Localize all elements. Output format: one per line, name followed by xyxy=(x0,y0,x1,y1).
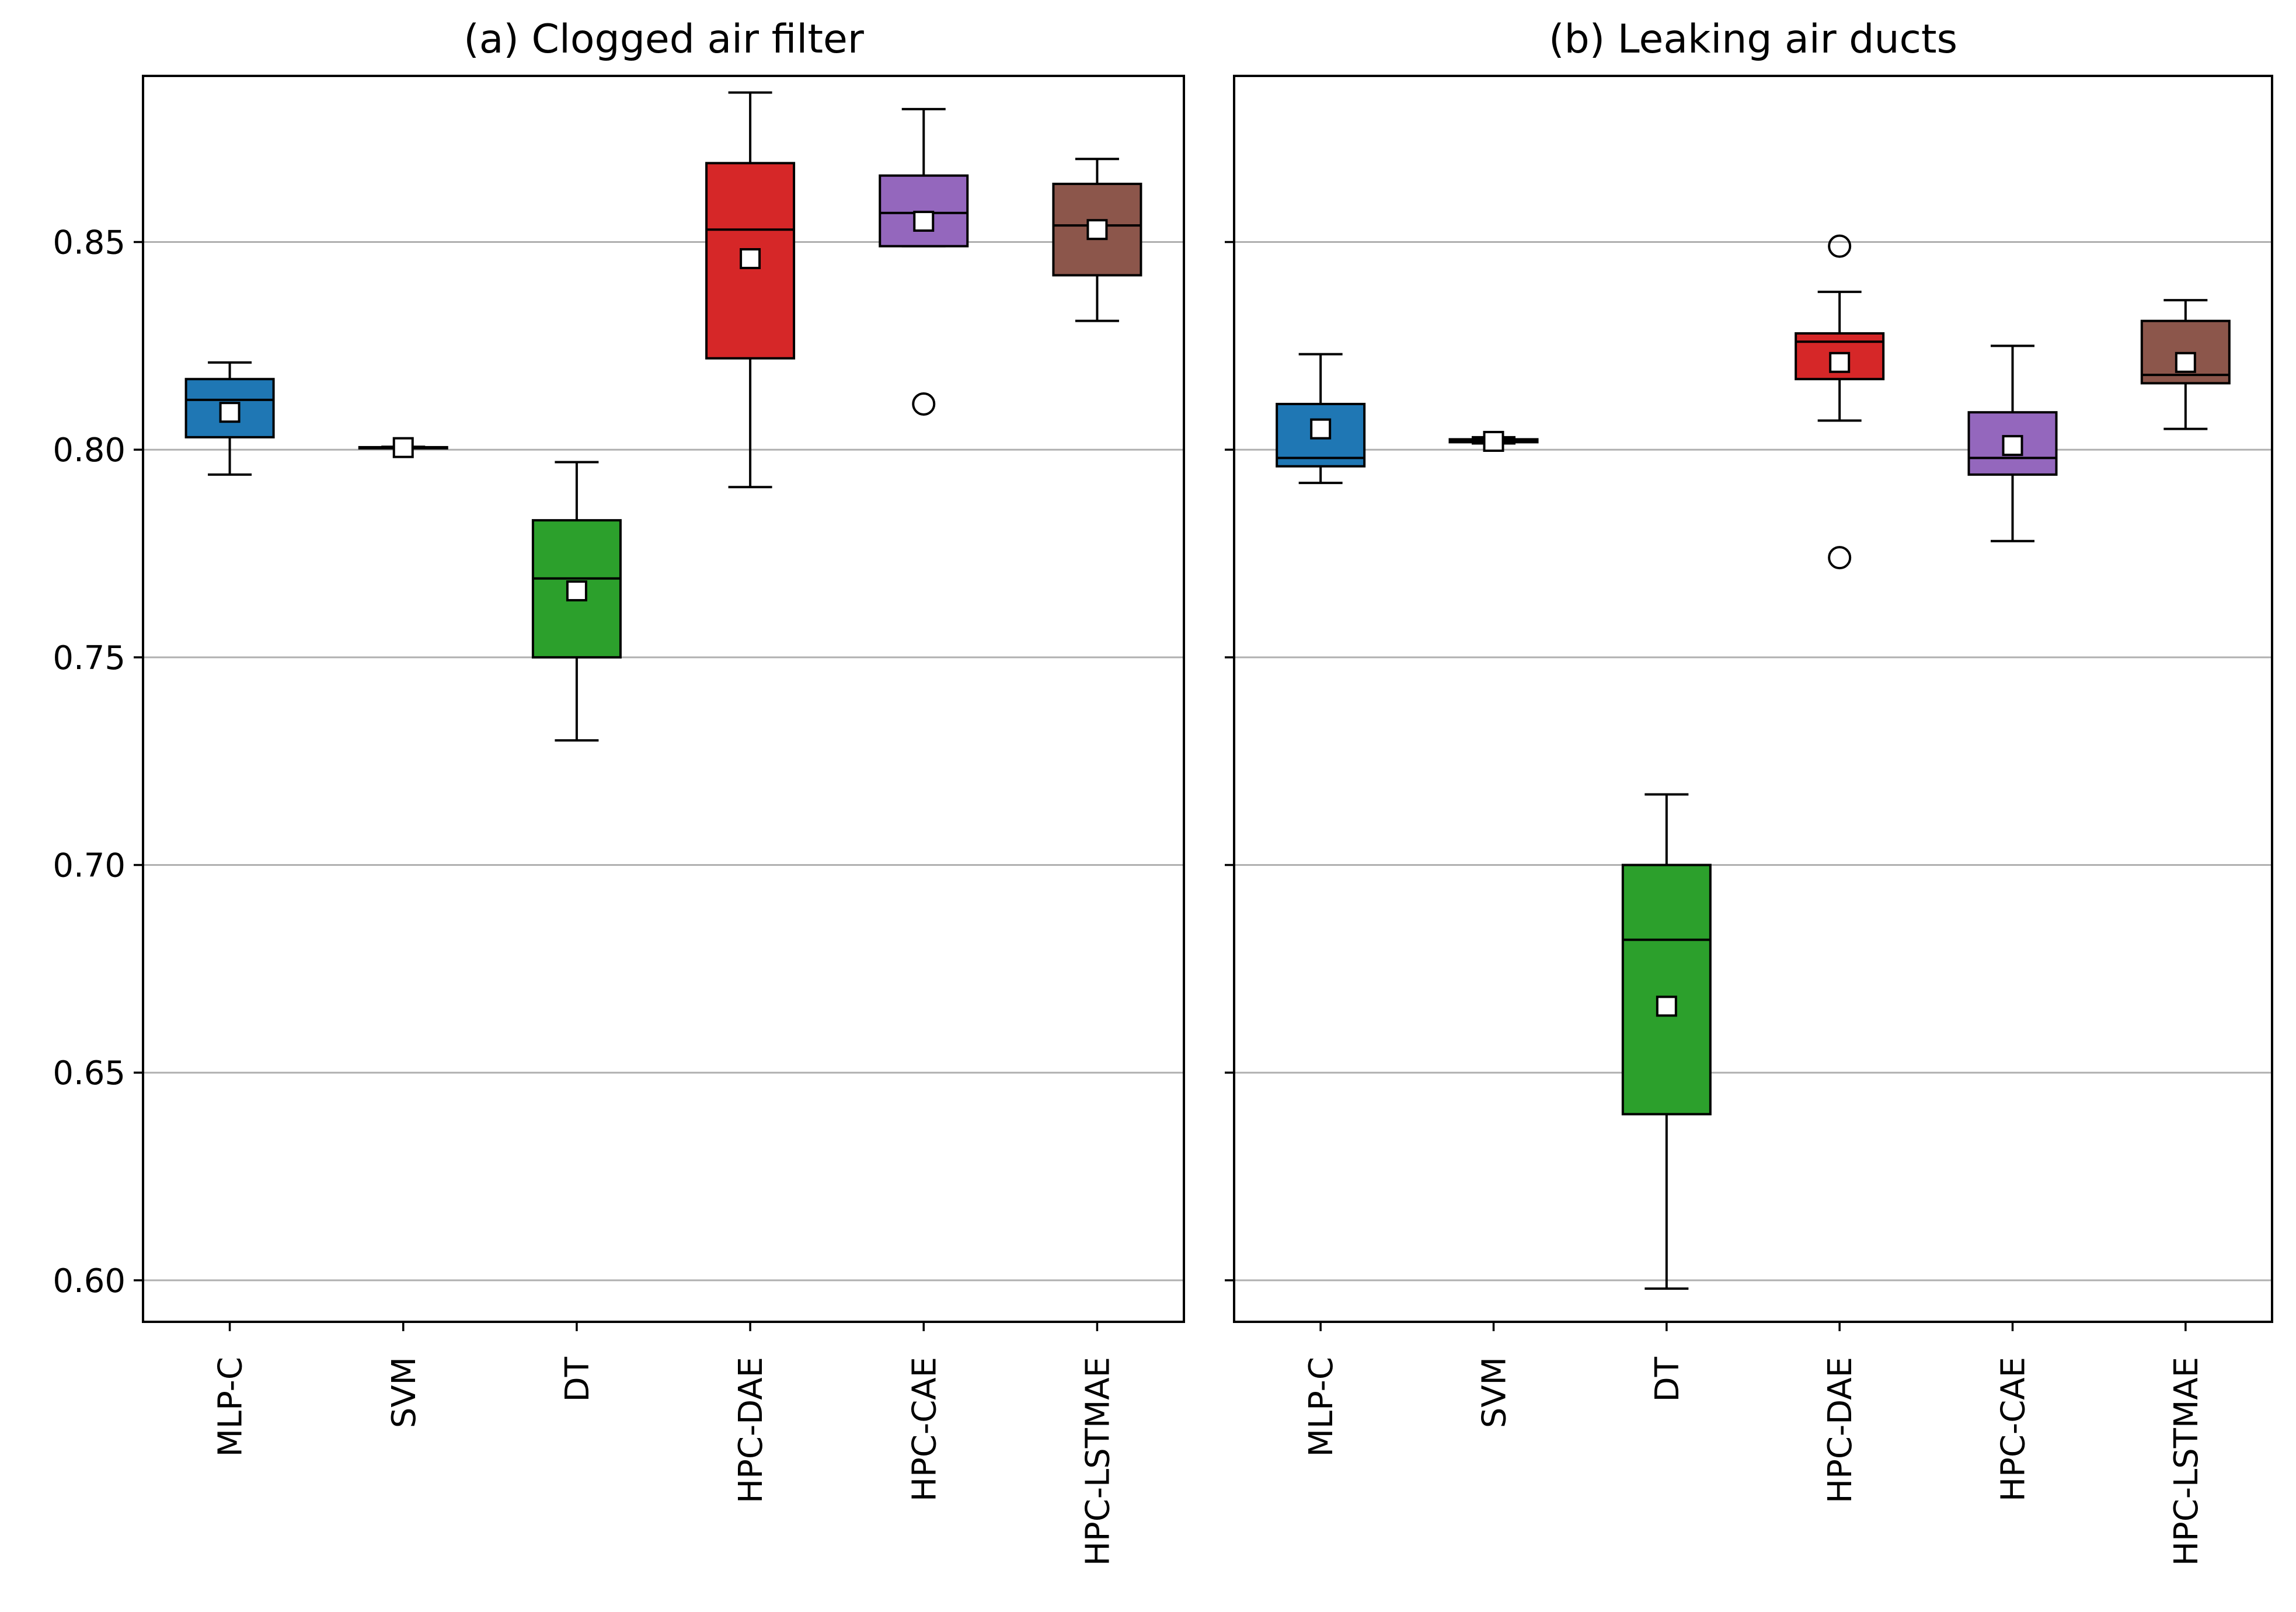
box-hpc-lstmae xyxy=(2140,299,2231,430)
y-tick-label: 0.65 xyxy=(53,1054,126,1092)
x-tick-label: DT xyxy=(559,1356,597,1402)
mean-marker xyxy=(913,210,935,232)
box-mlp-c xyxy=(184,361,275,476)
mean-marker xyxy=(392,437,414,458)
box-hpc-dae xyxy=(705,91,796,489)
box-dt xyxy=(531,461,622,742)
mean-marker xyxy=(1829,351,1851,373)
panel-a-frame xyxy=(142,75,1185,1323)
y-tick-label: 0.70 xyxy=(53,847,126,885)
mean-marker xyxy=(1086,219,1108,241)
panel-b-boxes xyxy=(1276,234,2231,1290)
y-tick-label: 0.60 xyxy=(53,1262,126,1300)
box-hpc-cae xyxy=(879,107,969,416)
x-tick-label: SVM xyxy=(1476,1357,1514,1428)
panel-a-x-axis: MLP-C SVM DT HPC-DAE HPC-CAE HPC-LSTMAE xyxy=(212,1322,1117,1566)
panel-a-gridlines xyxy=(143,241,1184,1282)
mean-marker xyxy=(219,402,241,423)
panel-b-frame xyxy=(1233,75,2273,1323)
panel-b-x-axis: MLP-C SVM DT HPC-DAE HPC-CAE HPC-LSTMAE xyxy=(1302,1322,2206,1566)
panel-b-gridlines xyxy=(1234,241,2272,1282)
mean-marker xyxy=(1310,418,1332,440)
box-hpc-dae xyxy=(1795,234,1885,570)
x-tick-label: HPC-LSTMAE xyxy=(2168,1357,2206,1566)
outlier-point xyxy=(912,392,936,416)
panel-a-title: (a) Clogged air filter xyxy=(464,16,864,62)
mean-marker xyxy=(1483,430,1504,452)
y-tick-label: 0.85 xyxy=(53,224,126,262)
outlier-point xyxy=(1828,234,1852,258)
mean-marker xyxy=(1656,995,1677,1017)
x-tick-label: HPC-DAE xyxy=(732,1357,770,1503)
panel-b-y-axis xyxy=(1225,241,1234,1282)
mean-marker xyxy=(740,248,761,269)
panel-a: (a) Clogged air filter 0.600.650.700.750… xyxy=(53,16,1185,1566)
outlier-point xyxy=(1828,546,1852,570)
x-tick-label: HPC-LSTMAE xyxy=(1079,1357,1117,1566)
box-dt xyxy=(1621,793,1712,1290)
mean-marker xyxy=(2002,435,2023,457)
box-hpc-cae xyxy=(1967,344,2058,542)
panel-a-y-axis: 0.60 0.65 0.70 0.75 0.80 0.85 xyxy=(53,224,143,1300)
x-tick-label: SVM xyxy=(385,1357,423,1428)
panel-a-boxes xyxy=(184,91,1142,742)
x-tick-label: HPC-DAE xyxy=(1821,1357,1859,1503)
mean-marker xyxy=(566,580,587,602)
x-tick-label: MLP-C xyxy=(1302,1357,1340,1457)
x-tick-label: HPC-CAE xyxy=(1995,1357,2033,1502)
box-svm xyxy=(1448,430,1539,452)
box-hpc-lstmae xyxy=(1052,158,1142,322)
box-mlp-c xyxy=(1276,353,1366,485)
y-tick-label: 0.80 xyxy=(53,431,126,469)
box-iqr xyxy=(1621,864,1712,1116)
panel-b: (b) Leaking air ducts MLP-C SVM DT HPC-DAE H… xyxy=(1225,16,2273,1566)
x-tick-label: DT xyxy=(1649,1356,1687,1402)
box-svm xyxy=(358,437,448,458)
y-tick-label: 0.75 xyxy=(53,639,126,677)
x-tick-label: HPC-CAE xyxy=(905,1357,943,1502)
panel-b-title: (b) Leaking air ducts xyxy=(1549,16,1957,62)
box-iqr xyxy=(879,174,969,248)
x-tick-label: MLP-C xyxy=(212,1357,250,1457)
mean-marker xyxy=(2175,351,2196,373)
